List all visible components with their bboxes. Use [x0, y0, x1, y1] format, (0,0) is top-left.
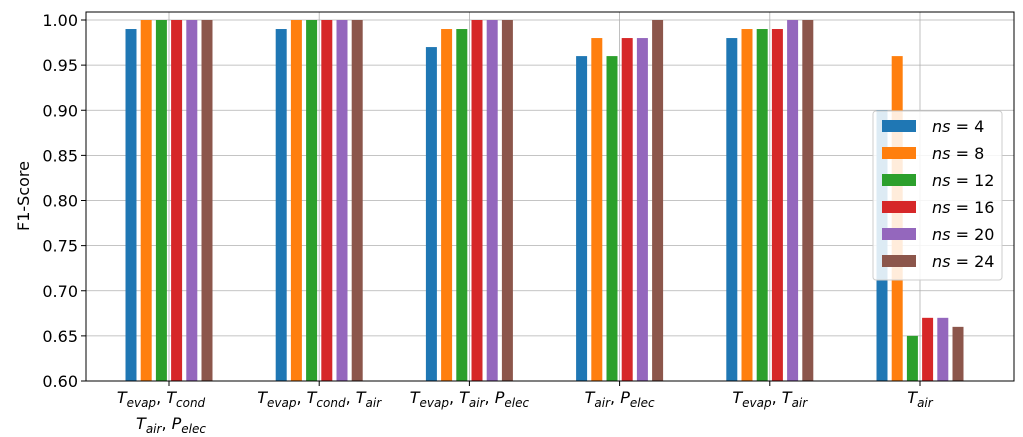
bar — [425, 47, 437, 381]
grid-layer — [86, 12, 1014, 382]
plot-frame — [85, 11, 1015, 382]
x-tick-label: Tair, Pelec — [585, 388, 655, 410]
bar — [501, 20, 513, 381]
bar — [741, 29, 753, 382]
bar — [952, 326, 964, 381]
legend-swatch — [882, 228, 916, 240]
bar — [351, 20, 363, 381]
bar — [171, 20, 183, 381]
legend-label: ns = 24 — [932, 252, 994, 271]
x-tick-label: Tair, Pelec — [136, 414, 206, 433]
bar — [756, 29, 768, 382]
bar — [906, 335, 918, 381]
legend-label: ns = 16 — [932, 198, 994, 217]
bar — [155, 20, 167, 381]
y-tick-label: 0.65 — [42, 327, 78, 346]
bar — [652, 20, 664, 381]
y-axis-title: F1-Score — [14, 161, 33, 231]
legend: ns = 4 ns = 8 ns = 12 ns = 16 ns = 20 ns = 24 — [872, 110, 1003, 281]
x-tick-label: Tevap, Tair — [732, 388, 808, 410]
bar — [576, 56, 588, 381]
y-tick-label: 0.75 — [42, 237, 78, 256]
bar — [201, 20, 213, 381]
x-tick-label: Tevap, Tcond, Tair — [257, 388, 382, 410]
bar — [275, 29, 287, 382]
bar — [591, 38, 603, 382]
bar — [922, 317, 934, 381]
bar — [937, 317, 949, 381]
y-ticks: 0.60 0.65 0.70 0.75 0.80 0.85 0.90 0.95 1.00 — [42, 11, 86, 391]
y-tick-label: 0.70 — [42, 282, 78, 301]
y-tick-label: 0.90 — [42, 101, 78, 120]
y-tick-label: 0.85 — [42, 146, 78, 165]
legend-swatch — [882, 201, 916, 213]
bar — [486, 20, 498, 381]
bar-layer — [125, 20, 964, 382]
legend-label: ns = 12 — [932, 171, 994, 190]
bar — [456, 29, 468, 382]
legend-swatch — [882, 147, 916, 159]
bar — [787, 20, 799, 381]
legend-label: ns = 8 — [932, 144, 984, 163]
legend-label: ns = 4 — [932, 117, 984, 136]
bar — [606, 56, 618, 381]
bar — [441, 29, 453, 382]
y-tick-label: 0.60 — [42, 372, 78, 391]
bar — [771, 29, 783, 382]
bar — [621, 38, 633, 382]
bar — [471, 20, 483, 381]
x-tick-label: Tevap, Tair, Pelec — [410, 388, 530, 410]
y-tick-label: 1.00 — [42, 11, 78, 30]
bar — [140, 20, 152, 381]
legend-swatch — [882, 120, 916, 132]
bar — [802, 20, 814, 381]
bar — [186, 20, 198, 381]
bar — [636, 38, 648, 382]
bar — [321, 20, 333, 381]
bar — [726, 38, 738, 382]
y-tick-label: 0.80 — [42, 192, 78, 211]
x-tick-label: Tevap, Tcond — [117, 388, 206, 410]
x-tick-label: Tair — [907, 388, 933, 410]
legend-swatch — [882, 255, 916, 267]
legend-swatch — [882, 174, 916, 186]
bar — [290, 20, 302, 381]
x-ticks: Tevap, Tcond Tair, Pelec Tevap, Tcond, Tai… — [117, 381, 934, 436]
legend-label: ns = 20 — [932, 225, 994, 244]
bar — [336, 20, 348, 381]
bar — [125, 29, 137, 382]
y-tick-label: 0.95 — [42, 56, 78, 75]
bar — [306, 20, 318, 381]
